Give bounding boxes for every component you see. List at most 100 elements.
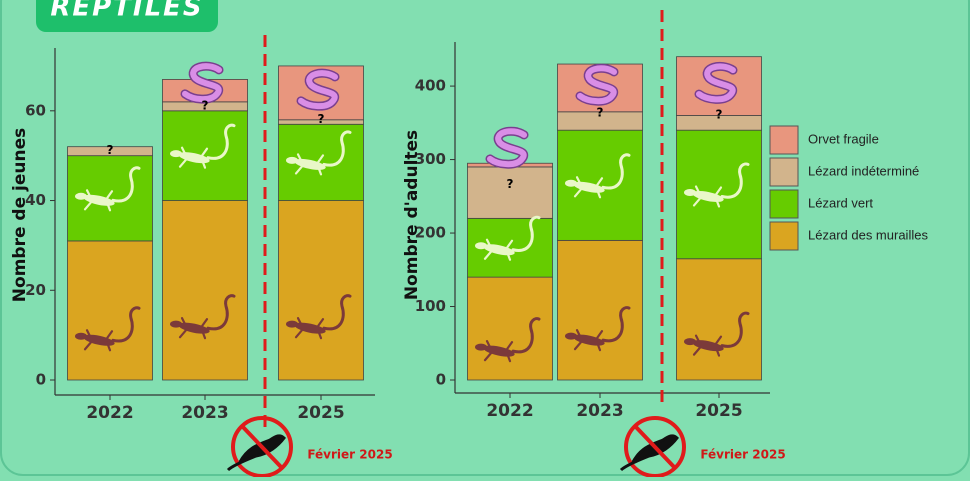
- lizard-legs: [483, 340, 514, 363]
- lizard-icon: [565, 306, 631, 352]
- lizard-tail: [720, 162, 750, 199]
- snake-icon-fill: [696, 63, 736, 103]
- lizard-tail: [206, 294, 236, 331]
- snake-icon-fill: [577, 65, 617, 105]
- lizard-tail: [601, 306, 631, 343]
- lizard-legs: [294, 317, 325, 340]
- lizard-icon: [684, 311, 750, 357]
- lizard-head: [565, 332, 577, 340]
- unknown-mark: ?: [597, 105, 604, 119]
- lizard-head: [565, 179, 577, 187]
- y-tick-label: 200: [415, 224, 446, 242]
- lizard-legs: [692, 185, 723, 208]
- lizard-legs: [573, 176, 604, 199]
- lizard-head: [286, 320, 298, 328]
- lizard-icon: [75, 166, 141, 212]
- bar-segment: [467, 166, 553, 219]
- lizard-head: [170, 320, 182, 328]
- y-tick-label: 100: [415, 297, 446, 315]
- lizard-head: [475, 242, 487, 250]
- y-tick-label: 0: [36, 371, 46, 389]
- no-rat-circle: [624, 416, 686, 478]
- lizard-head: [75, 192, 87, 200]
- lizard-tail: [111, 166, 141, 203]
- lizard-legs: [178, 317, 209, 340]
- y-tick-label: 20: [25, 281, 46, 299]
- legend-swatch: [769, 125, 799, 155]
- no-rat-slash: [240, 424, 284, 470]
- bar-segment: [557, 239, 643, 381]
- unknown-mark: ?: [507, 177, 514, 191]
- badge: [36, 0, 218, 32]
- lizard-icon: [75, 306, 141, 352]
- lizard-head: [684, 338, 696, 346]
- lizard-legs: [692, 334, 723, 357]
- unknown-mark: ?: [202, 98, 209, 112]
- snake-icon-fill: [182, 63, 222, 103]
- y-axis-title: Nombre d'adultes: [402, 130, 422, 300]
- y-tick-label: 40: [25, 191, 46, 209]
- lizard-tail: [720, 311, 750, 348]
- lizard-legs: [483, 238, 514, 261]
- y-tick-label: 0: [436, 371, 446, 389]
- event-label: Février 2025: [700, 448, 785, 462]
- lizard-legs: [294, 153, 325, 176]
- lizard-icon: [684, 162, 750, 208]
- legend-swatch: [769, 221, 799, 251]
- lizard-tail: [511, 215, 541, 252]
- x-tick-label: 2025: [695, 401, 742, 421]
- snake-icon-fill: [487, 128, 527, 168]
- legend-swatch: [769, 157, 799, 187]
- event-label: Février 2025: [307, 448, 392, 462]
- lizard-legs: [573, 329, 604, 352]
- legend-label: Lézard vert: [808, 195, 873, 210]
- x-tick-label: 2022: [86, 403, 133, 423]
- badge-text: REPTILES: [50, 0, 203, 23]
- lizard-icon: [170, 123, 236, 169]
- x-tick-label: 2022: [486, 401, 533, 421]
- unknown-mark: ?: [318, 112, 325, 126]
- lizard-head: [75, 332, 87, 340]
- lizard-icon: [565, 153, 631, 199]
- legend-label: Orvet fragile: [808, 131, 879, 146]
- lizard-tail: [511, 317, 541, 354]
- bar-segment: [67, 240, 153, 381]
- lizard-legs: [83, 189, 114, 212]
- lizard-icon: [286, 130, 352, 176]
- lizard-head: [286, 156, 298, 164]
- bar-segment: [278, 200, 364, 381]
- legend-label: Lézard des murailles: [808, 227, 928, 242]
- bar-segment: [162, 200, 248, 381]
- lizard-tail: [111, 306, 141, 343]
- y-tick-label: 300: [415, 150, 446, 168]
- legend-label: Lézard indéterminé: [808, 163, 919, 178]
- y-tick-label: 400: [415, 77, 446, 95]
- x-tick-label: 2025: [297, 403, 344, 423]
- lizard-head: [684, 188, 696, 196]
- no-rat-slash: [633, 424, 677, 470]
- lizard-tail: [322, 130, 352, 167]
- y-axis-title: Nombre de jeunes: [10, 128, 30, 302]
- lizard-icon: [286, 294, 352, 340]
- unknown-mark: ?: [716, 107, 723, 121]
- lizard-tail: [322, 294, 352, 331]
- lizard-icon: [170, 294, 236, 340]
- lizard-icon: [475, 317, 541, 363]
- x-tick-label: 2023: [181, 403, 228, 423]
- bar-segment: [676, 258, 762, 381]
- unknown-mark: ?: [107, 143, 114, 157]
- bar-segment: [67, 146, 153, 157]
- lizard-legs: [178, 146, 209, 169]
- lizard-head: [170, 150, 182, 158]
- lizard-icon: [475, 215, 541, 261]
- no-rat-circle: [231, 416, 293, 478]
- y-tick-label: 60: [25, 101, 46, 119]
- lizard-legs: [83, 329, 114, 352]
- bar-segment: [467, 276, 553, 381]
- x-tick-label: 2023: [576, 401, 623, 421]
- lizard-head: [475, 343, 487, 351]
- snake-icon-fill: [298, 70, 338, 110]
- lizard-tail: [206, 123, 236, 160]
- lizard-tail: [601, 153, 631, 190]
